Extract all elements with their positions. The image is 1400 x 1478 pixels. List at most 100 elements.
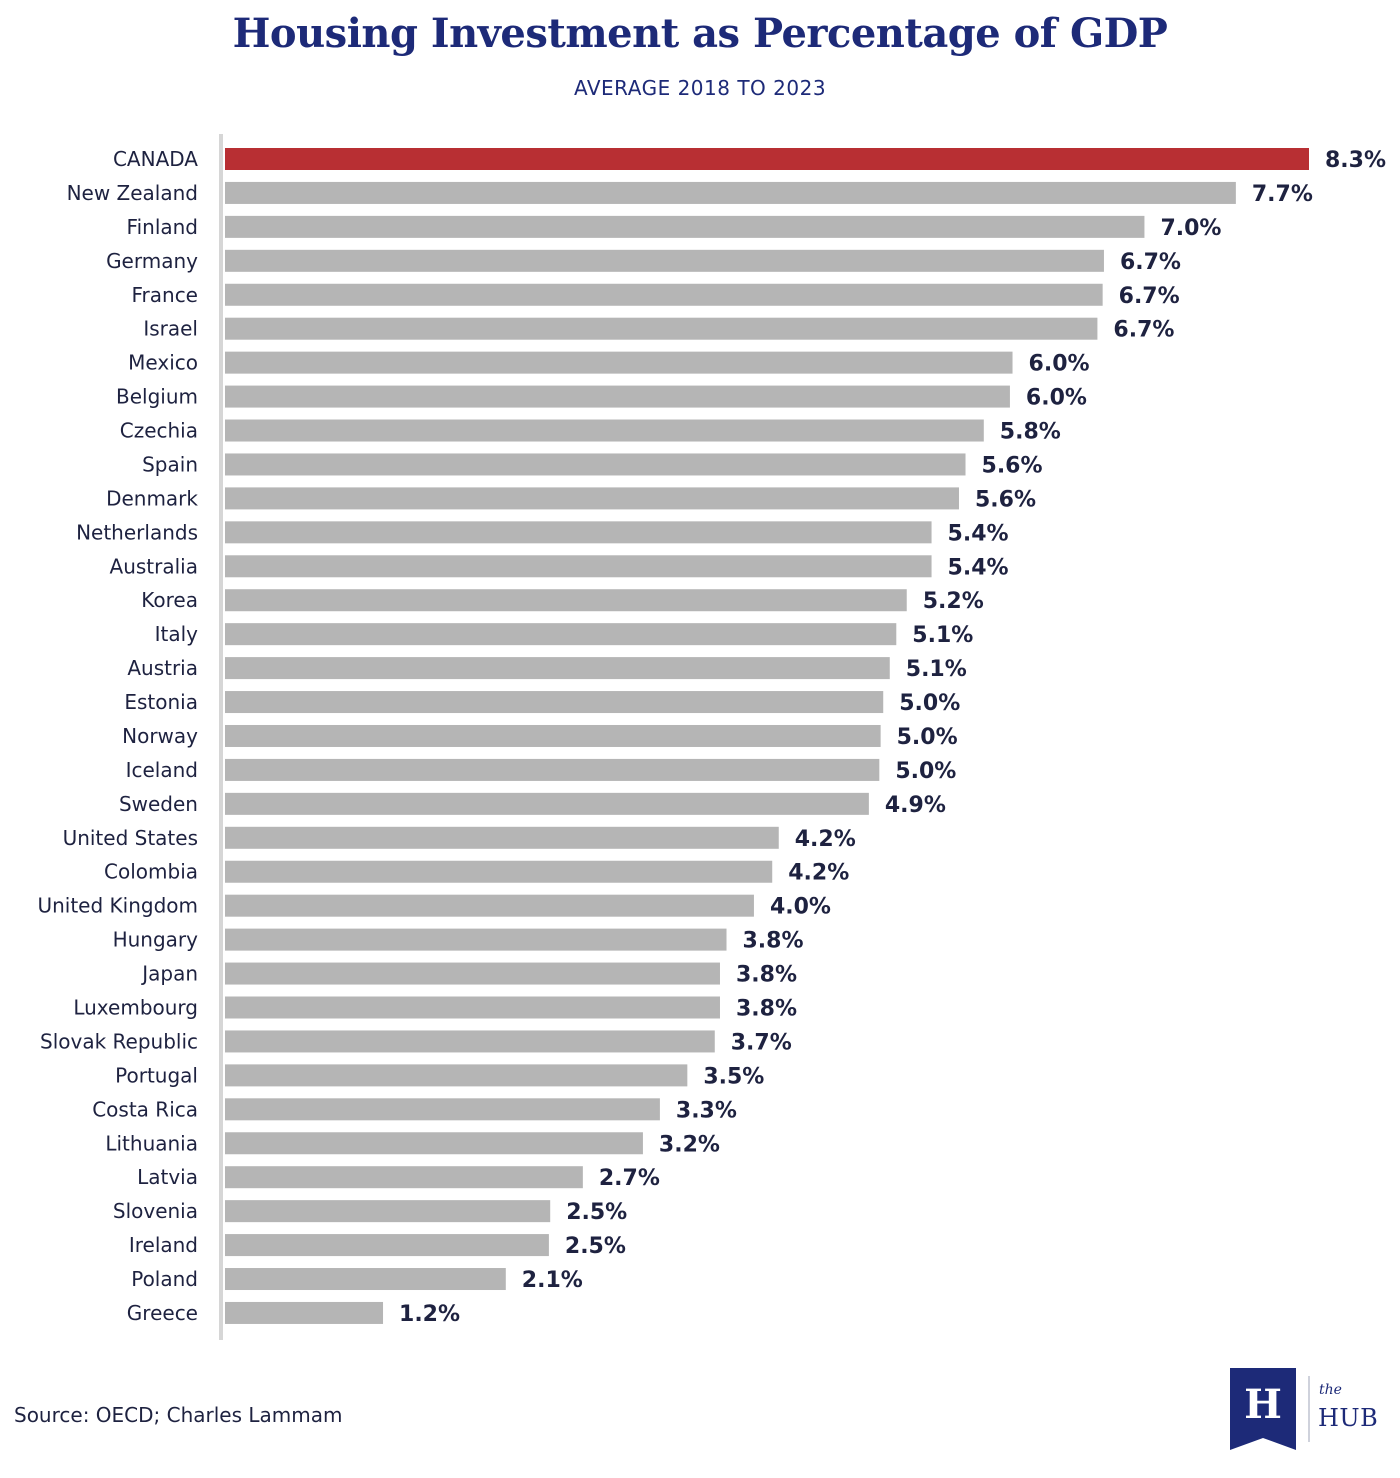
value-label: 3.7% — [731, 1030, 792, 1055]
value-label: 5.6% — [982, 453, 1043, 478]
value-label: 2.1% — [522, 1268, 583, 1293]
bar — [225, 724, 881, 747]
category-label: United Kingdom — [37, 894, 198, 918]
category-label: Czechia — [120, 419, 198, 443]
logo-mark-letter: H — [1244, 1381, 1282, 1428]
category-label: Italy — [155, 622, 199, 646]
bar — [225, 521, 932, 544]
category-label: Denmark — [106, 486, 198, 510]
bar-highlight — [225, 148, 1309, 170]
value-label: 6.0% — [1029, 352, 1090, 377]
bar — [225, 1268, 506, 1291]
category-label: France — [131, 283, 198, 307]
logo-divider — [1308, 1376, 1310, 1442]
category-label: Lithuania — [105, 1131, 198, 1155]
bar — [225, 283, 1103, 306]
bar — [225, 996, 720, 1019]
category-label: Netherlands — [76, 520, 198, 544]
category-label: Latvia — [137, 1165, 198, 1189]
bar — [225, 419, 984, 442]
value-label: 5.1% — [906, 657, 967, 682]
the-hub-logo[interactable]: H the HUB — [1228, 1368, 1378, 1452]
value-label: 7.0% — [1160, 216, 1221, 241]
value-label: 5.0% — [895, 759, 956, 784]
bar — [225, 1030, 715, 1053]
bar — [225, 215, 1145, 238]
category-label: Colombia — [104, 860, 198, 884]
value-label: 5.4% — [948, 555, 1009, 580]
value-label: 6.7% — [1119, 284, 1180, 309]
value-label: 2.5% — [565, 1234, 626, 1259]
category-label: Slovenia — [113, 1199, 198, 1223]
bar — [225, 1098, 660, 1121]
bar — [225, 657, 890, 680]
value-label: 5.8% — [1000, 420, 1061, 445]
bar — [225, 894, 754, 917]
category-label: Germany — [106, 249, 198, 273]
value-label: 5.4% — [948, 521, 1009, 546]
category-label: Slovak Republic — [40, 1029, 198, 1053]
bar — [225, 351, 1013, 374]
value-label: 4.2% — [795, 827, 856, 852]
value-label: 8.3% — [1325, 148, 1386, 173]
value-label: 2.5% — [566, 1200, 627, 1225]
bar — [225, 623, 897, 646]
value-label: 2.7% — [599, 1166, 660, 1191]
value-label: 3.2% — [659, 1132, 720, 1157]
bar — [225, 487, 959, 510]
value-label: 4.0% — [770, 895, 831, 920]
category-label: Costa Rica — [92, 1097, 198, 1121]
bar — [225, 317, 1098, 340]
bar — [225, 860, 773, 883]
category-label: Finland — [127, 215, 198, 239]
value-label: 3.3% — [676, 1098, 737, 1123]
logo-hub-text: HUB — [1318, 1404, 1379, 1432]
category-label: Portugal — [115, 1063, 198, 1087]
bar — [225, 181, 1236, 204]
value-label: 6.7% — [1113, 318, 1174, 343]
bar — [225, 249, 1104, 272]
value-label: 5.6% — [975, 487, 1036, 512]
value-label: 3.8% — [736, 997, 797, 1022]
category-label: Norway — [122, 724, 198, 748]
value-label: 1.2% — [399, 1302, 460, 1327]
category-label: Austria — [127, 656, 198, 680]
value-label: 4.2% — [788, 861, 849, 886]
chart-subtitle: AVERAGE 2018 TO 2023 — [573, 76, 827, 100]
category-label: New Zealand — [67, 181, 198, 205]
category-label: Israel — [143, 317, 198, 341]
y-axis-line — [219, 134, 223, 1340]
category-label: Iceland — [126, 758, 198, 782]
bar — [225, 453, 966, 476]
category-label: Sweden — [119, 792, 198, 816]
category-label: Belgium — [116, 385, 198, 409]
category-label: Poland — [131, 1267, 198, 1291]
bar — [225, 385, 1010, 408]
bar — [225, 928, 727, 951]
bar — [225, 1301, 384, 1324]
category-label: Luxembourg — [73, 996, 198, 1020]
source-note: Source: OECD; Charles Lammam — [14, 1403, 343, 1427]
bar — [225, 691, 884, 714]
category-label: Ireland — [129, 1233, 198, 1257]
bar — [225, 555, 932, 578]
category-label: Australia — [110, 554, 198, 578]
bar — [225, 826, 779, 849]
bar — [225, 1064, 688, 1087]
bar — [225, 1234, 549, 1257]
bar — [225, 1166, 583, 1189]
value-label: 5.1% — [912, 623, 973, 648]
category-label: Japan — [140, 962, 198, 986]
category-label: Greece — [127, 1301, 198, 1325]
value-label: 5.0% — [897, 725, 958, 750]
category-label: Hungary — [113, 928, 199, 952]
bar — [225, 589, 907, 612]
value-label: 4.9% — [885, 793, 946, 818]
value-label: 3.8% — [736, 963, 797, 988]
bar — [225, 792, 869, 815]
category-label: Spain — [142, 452, 198, 476]
category-label: Korea — [141, 588, 198, 612]
value-label: 6.7% — [1120, 250, 1181, 275]
value-label: 3.8% — [743, 929, 804, 954]
